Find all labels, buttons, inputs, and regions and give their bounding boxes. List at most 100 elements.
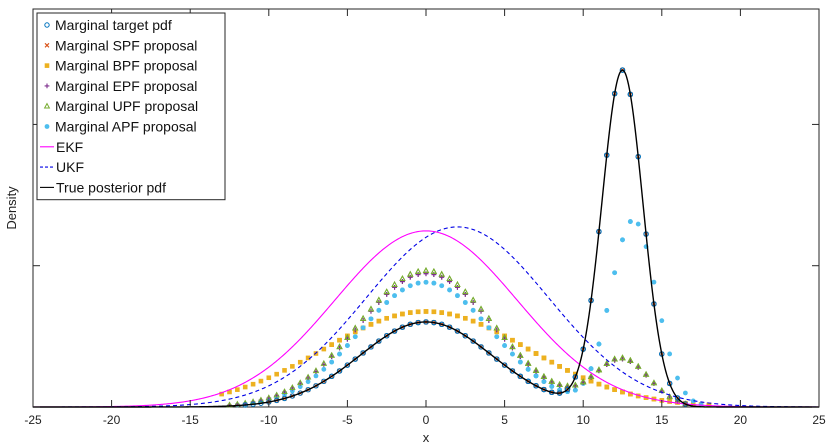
marginal-upf-proposal-marker xyxy=(603,359,611,366)
legend-item-marginal-spf-proposal: Marginal SPF proposal xyxy=(44,37,197,53)
marginal-bpf-proposal-marker xyxy=(219,391,224,397)
ekf-line xyxy=(33,230,819,408)
marginal-apf-proposal-marker xyxy=(392,293,397,299)
series-marginal-upf-proposal xyxy=(226,267,689,408)
marginal-bpf-proposal-marker xyxy=(549,359,555,365)
marginal-bpf-proposal-marker xyxy=(462,315,468,321)
legend: Marginal target pdf Marginal SPF proposal… xyxy=(36,12,226,201)
legend-item-marginal-epf-proposal: Marginal EPF proposal xyxy=(44,78,197,94)
marginal-target-pdf-marker xyxy=(328,373,335,380)
marginal-target-pdf-marker xyxy=(376,338,382,344)
legend-label: Marginal BPF proposal xyxy=(55,58,197,74)
marginal-upf-proposal-marker xyxy=(438,270,445,277)
marginal-target-pdf-marker xyxy=(509,368,516,374)
x-tick-label: -10 xyxy=(260,413,278,427)
legend-marker-swatch xyxy=(44,63,50,68)
marginal-target-pdf-marker xyxy=(344,362,351,368)
x-tick-label: 15 xyxy=(655,413,669,427)
marginal-apf-proposal-marker xyxy=(321,366,327,372)
marginal-target-pdf-marker xyxy=(384,333,390,339)
y-axis-label: Density xyxy=(4,186,19,230)
legend-label: Marginal APF proposal xyxy=(55,119,197,135)
marginal-bpf-proposal-marker xyxy=(392,313,397,319)
marginal-apf-proposal-marker xyxy=(455,293,460,299)
marginal-apf-proposal-marker xyxy=(376,307,382,313)
marginal-upf-proposal-marker xyxy=(273,391,280,398)
marginal-bpf-proposal-marker xyxy=(510,337,515,343)
series-true-posterior-pdf xyxy=(33,69,819,408)
marginal-upf-proposal-marker xyxy=(328,351,335,358)
marginal-target-pdf-marker xyxy=(478,344,484,350)
legend-item-marginal-bpf-proposal: Marginal BPF proposal xyxy=(44,58,197,74)
marginal-upf-proposal-marker xyxy=(391,281,398,287)
marginal-bpf-proposal-marker xyxy=(612,387,617,392)
marginal-upf-proposal-marker xyxy=(296,379,304,386)
marginal-bpf-proposal-marker xyxy=(297,359,303,365)
marginal-bpf-proposal-marker xyxy=(557,364,562,369)
marginal-epf-proposal-marker xyxy=(400,279,405,284)
legend-label: Marginal SPF proposal xyxy=(55,37,197,53)
legend-item-ukf: UKF xyxy=(40,159,84,175)
marginal-apf-proposal-marker xyxy=(502,343,507,348)
marginal-bpf-proposal-marker xyxy=(321,346,327,352)
marginal-upf-proposal-marker xyxy=(257,396,265,403)
marginal-upf-proposal-marker xyxy=(462,288,469,295)
marginal-apf-proposal-marker xyxy=(384,300,390,305)
marginal-bpf-proposal-marker xyxy=(470,318,476,324)
marginal-apf-proposal-marker xyxy=(651,279,657,285)
marginal-bpf-proposal-marker xyxy=(525,346,531,352)
marginal-bpf-proposal-marker xyxy=(455,313,460,319)
marginal-upf-proposal-marker xyxy=(304,373,312,380)
marginal-apf-proposal-marker xyxy=(627,219,633,224)
marginal-bpf-proposal-marker xyxy=(376,318,382,324)
series-ukf xyxy=(33,226,819,408)
legend-marker-swatch xyxy=(44,124,50,129)
legend-item-marginal-upf-proposal: Marginal UPF proposal xyxy=(43,98,198,114)
marginal-upf-proposal-marker xyxy=(367,305,375,312)
marginal-bpf-proposal-marker xyxy=(447,311,452,317)
marginal-bpf-proposal-marker xyxy=(242,384,248,390)
marginal-target-pdf-marker xyxy=(313,383,319,389)
marginal-upf-proposal-marker xyxy=(281,388,288,395)
marginal-upf-proposal-marker xyxy=(666,393,673,400)
marginal-upf-proposal-marker xyxy=(611,355,618,362)
true-posterior-pdf-line xyxy=(33,69,819,408)
marginal-apf-proposal-marker xyxy=(596,341,602,347)
marginal-target-pdf-marker xyxy=(494,356,500,362)
x-tick-label: 25 xyxy=(812,413,826,427)
legend-label: Marginal EPF proposal xyxy=(55,78,197,94)
marginal-upf-proposal-marker xyxy=(422,267,430,273)
marginal-upf-proposal-marker xyxy=(312,367,320,374)
marginal-apf-proposal-marker xyxy=(297,384,303,390)
marginal-target-pdf-marker xyxy=(305,387,311,393)
marginal-upf-proposal-marker xyxy=(407,270,414,277)
marginal-bpf-proposal-marker xyxy=(290,364,295,369)
marginal-apf-proposal-marker xyxy=(337,351,342,357)
marginal-upf-proposal-marker xyxy=(579,378,587,385)
marginal-bpf-proposal-marker xyxy=(250,381,256,387)
marginal-apf-proposal-marker xyxy=(517,359,523,365)
marginal-apf-proposal-marker xyxy=(494,334,500,340)
series-ekf xyxy=(33,230,819,408)
legend-label: Marginal UPF proposal xyxy=(55,98,198,114)
marginal-apf-proposal-marker xyxy=(462,300,468,305)
marginal-apf-proposal-marker xyxy=(541,379,547,384)
x-tick-label: 20 xyxy=(734,413,748,427)
marginal-upf-proposal-marker xyxy=(399,275,406,282)
marginal-bpf-proposal-marker xyxy=(337,337,342,343)
marginal-target-pdf-marker xyxy=(297,390,303,396)
marginal-upf-proposal-marker xyxy=(414,267,422,274)
marginal-apf-proposal-marker xyxy=(470,307,476,313)
marginal-upf-proposal-marker xyxy=(524,359,532,366)
marginal-upf-proposal-marker xyxy=(383,288,390,295)
marginal-apf-proposal-marker xyxy=(305,379,311,385)
legend-label: True posterior pdf xyxy=(56,179,166,195)
marginal-apf-proposal-marker xyxy=(486,325,492,331)
marginal-upf-proposal-marker xyxy=(289,384,296,390)
marginal-upf-proposal-marker xyxy=(359,314,367,321)
legend-marker-swatch xyxy=(44,22,50,28)
marginal-bpf-proposal-marker xyxy=(431,309,437,315)
marginal-apf-proposal-marker xyxy=(478,316,484,322)
marginal-upf-proposal-marker xyxy=(540,372,548,379)
marginal-upf-proposal-marker xyxy=(548,377,556,384)
